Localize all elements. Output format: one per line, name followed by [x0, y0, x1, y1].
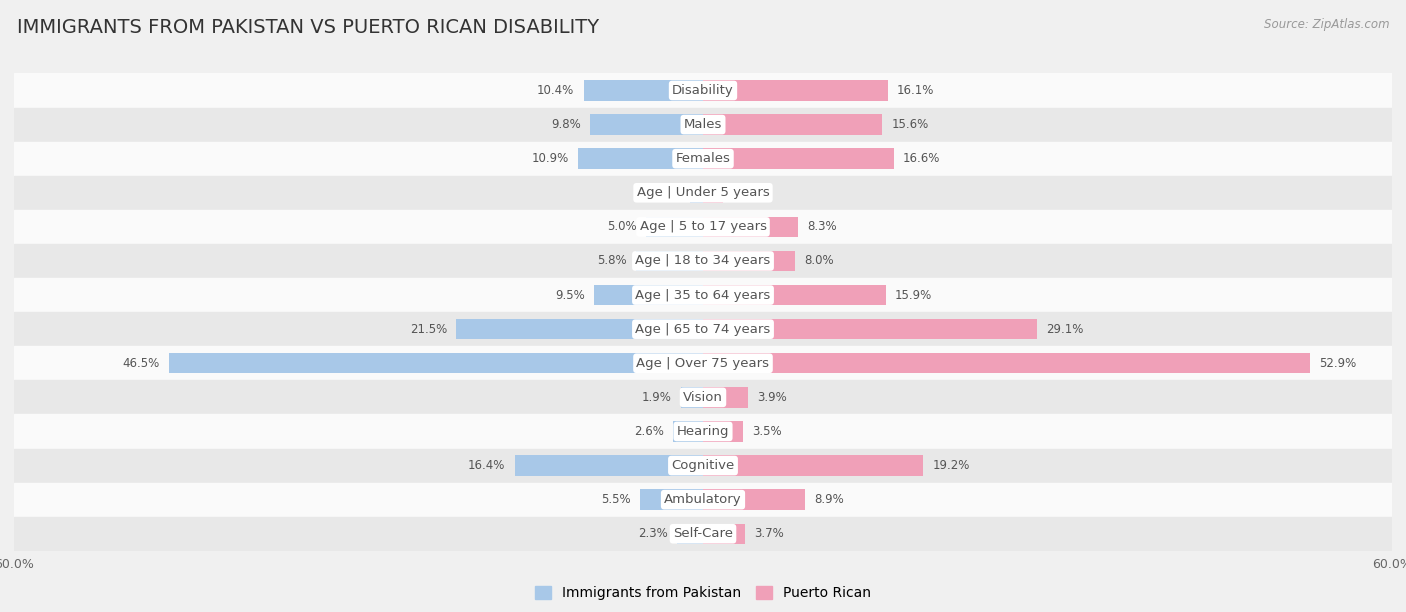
Text: 3.9%: 3.9% — [756, 391, 787, 404]
Text: Cognitive: Cognitive — [672, 459, 734, 472]
Text: 1.1%: 1.1% — [651, 186, 681, 200]
Bar — [703, 114, 882, 135]
Text: 16.4%: 16.4% — [468, 459, 506, 472]
Text: 16.1%: 16.1% — [897, 84, 935, 97]
Bar — [703, 80, 887, 101]
Text: 2.6%: 2.6% — [634, 425, 664, 438]
Text: Age | Over 75 years: Age | Over 75 years — [637, 357, 769, 370]
Text: Females: Females — [675, 152, 731, 165]
Text: 19.2%: 19.2% — [932, 459, 970, 472]
Text: Hearing: Hearing — [676, 425, 730, 438]
Text: 8.0%: 8.0% — [804, 255, 834, 267]
Text: 3.5%: 3.5% — [752, 425, 782, 438]
Bar — [703, 387, 748, 408]
Bar — [14, 176, 1392, 210]
Bar — [703, 182, 723, 203]
Text: Age | Under 5 years: Age | Under 5 years — [637, 186, 769, 200]
Text: 15.6%: 15.6% — [891, 118, 928, 131]
Text: 5.0%: 5.0% — [607, 220, 637, 233]
Text: 46.5%: 46.5% — [122, 357, 160, 370]
Bar — [14, 414, 1392, 449]
Text: Vision: Vision — [683, 391, 723, 404]
Text: 9.8%: 9.8% — [551, 118, 581, 131]
Bar — [14, 449, 1392, 483]
Text: Age | 35 to 64 years: Age | 35 to 64 years — [636, 289, 770, 302]
Text: 8.3%: 8.3% — [807, 220, 837, 233]
Text: 3.7%: 3.7% — [755, 528, 785, 540]
Bar — [703, 149, 894, 169]
Text: Source: ZipAtlas.com: Source: ZipAtlas.com — [1264, 18, 1389, 31]
Bar — [515, 455, 703, 476]
Bar — [676, 523, 703, 544]
Legend: Immigrants from Pakistan, Puerto Rican: Immigrants from Pakistan, Puerto Rican — [529, 581, 877, 606]
Bar — [637, 251, 703, 271]
Text: Age | 5 to 17 years: Age | 5 to 17 years — [640, 220, 766, 233]
Text: 1.7%: 1.7% — [731, 186, 762, 200]
Bar — [703, 319, 1038, 340]
Bar — [681, 387, 703, 408]
Text: 5.5%: 5.5% — [600, 493, 631, 506]
Bar — [673, 421, 703, 442]
Bar — [703, 285, 886, 305]
Bar — [14, 141, 1392, 176]
Bar — [583, 80, 703, 101]
Text: 8.9%: 8.9% — [814, 493, 844, 506]
Text: 10.9%: 10.9% — [531, 152, 568, 165]
Text: 1.9%: 1.9% — [643, 391, 672, 404]
Bar — [690, 182, 703, 203]
Bar — [169, 353, 703, 373]
Bar — [14, 346, 1392, 380]
Text: 16.6%: 16.6% — [903, 152, 941, 165]
Bar — [703, 353, 1310, 373]
Text: 5.8%: 5.8% — [598, 255, 627, 267]
Text: Self-Care: Self-Care — [673, 528, 733, 540]
Text: 10.4%: 10.4% — [537, 84, 575, 97]
Text: 29.1%: 29.1% — [1046, 323, 1084, 335]
Bar — [14, 108, 1392, 141]
Bar — [640, 490, 703, 510]
Text: 2.3%: 2.3% — [638, 528, 668, 540]
Bar — [703, 251, 794, 271]
Text: Disability: Disability — [672, 84, 734, 97]
Bar — [14, 517, 1392, 551]
Text: Age | 65 to 74 years: Age | 65 to 74 years — [636, 323, 770, 335]
Bar — [14, 278, 1392, 312]
Text: Age | 18 to 34 years: Age | 18 to 34 years — [636, 255, 770, 267]
Bar — [14, 380, 1392, 414]
Bar — [703, 421, 744, 442]
Bar — [591, 114, 703, 135]
Bar — [14, 210, 1392, 244]
Bar — [593, 285, 703, 305]
Bar — [703, 523, 745, 544]
Bar — [703, 455, 924, 476]
Text: 15.9%: 15.9% — [894, 289, 932, 302]
Text: 21.5%: 21.5% — [409, 323, 447, 335]
Bar — [645, 217, 703, 237]
Text: 52.9%: 52.9% — [1320, 357, 1357, 370]
Bar — [14, 244, 1392, 278]
Bar — [14, 312, 1392, 346]
Bar — [703, 217, 799, 237]
Bar — [14, 73, 1392, 108]
Text: Males: Males — [683, 118, 723, 131]
Text: 9.5%: 9.5% — [555, 289, 585, 302]
Text: Ambulatory: Ambulatory — [664, 493, 742, 506]
Bar — [703, 490, 806, 510]
Text: IMMIGRANTS FROM PAKISTAN VS PUERTO RICAN DISABILITY: IMMIGRANTS FROM PAKISTAN VS PUERTO RICAN… — [17, 18, 599, 37]
Bar — [14, 483, 1392, 517]
Bar — [456, 319, 703, 340]
Bar — [578, 149, 703, 169]
